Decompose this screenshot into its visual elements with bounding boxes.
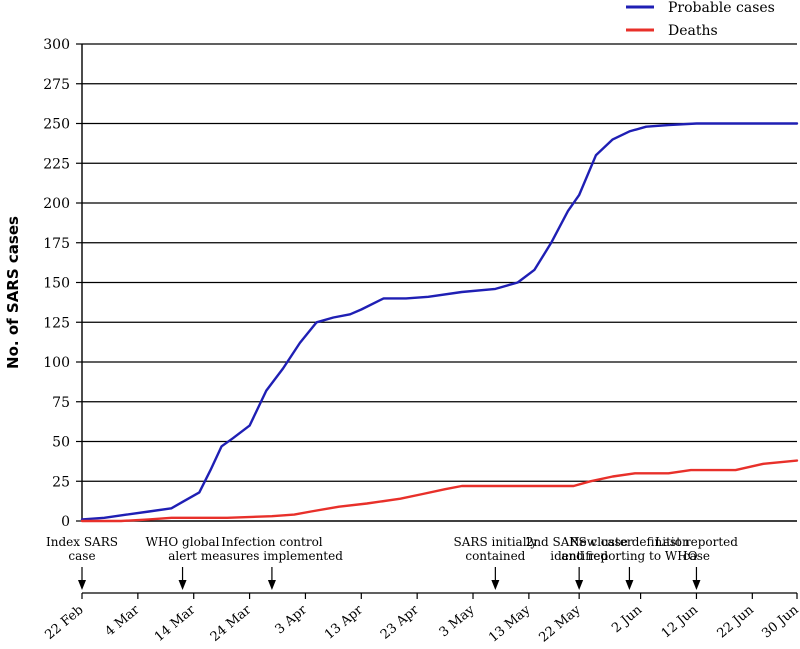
x-tick-label: 13 Apr — [322, 602, 366, 643]
y-tick-label: 150 — [43, 276, 70, 292]
y-tick-label: 25 — [52, 474, 70, 490]
y-tick-label: 250 — [43, 117, 70, 133]
event-label: measures implemented — [201, 549, 343, 563]
y-tick-label: 50 — [52, 435, 70, 451]
event-label: case — [683, 549, 710, 563]
legend-label: Probable cases — [668, 0, 775, 16]
x-tick-label: 2 Jun — [609, 602, 645, 636]
event-label: case — [68, 549, 95, 563]
x-tick-label: 14 Mar — [152, 602, 199, 645]
x-tick-label: 13 May — [486, 602, 534, 645]
event-arrow-head — [625, 580, 634, 590]
x-tick-label: 22 May — [536, 602, 584, 645]
y-tick-label: 0 — [61, 514, 70, 530]
event-arrow-head — [575, 580, 584, 590]
x-tick-label: 12 Jun — [659, 602, 702, 641]
y-tick-label: 225 — [43, 156, 70, 172]
x-tick-label: 4 Mar — [102, 602, 143, 640]
event-label: 2nd SARS cluster — [526, 535, 633, 549]
x-tick-label: 3 May — [437, 602, 478, 640]
x-tick-label: 22 Feb — [42, 603, 86, 643]
y-tick-label: 75 — [52, 395, 70, 411]
event-label: identified — [550, 549, 608, 563]
event-label: Index SARS — [46, 535, 118, 549]
event-label: alert — [168, 549, 197, 563]
x-tick-label: 3 Apr — [273, 602, 311, 637]
event-label: and reporting to WHO — [561, 549, 697, 563]
series-line-probable-cases — [80, 122, 799, 521]
y-tick-label: 100 — [43, 355, 70, 371]
event-label: WHO global — [146, 535, 220, 549]
event-arrow-head — [491, 580, 500, 590]
event-arrow-head — [78, 580, 86, 590]
y-axis-label: No. of SARS cases — [4, 216, 22, 369]
y-tick-label: 175 — [43, 236, 70, 252]
x-tick-label: 24 Mar — [208, 602, 255, 645]
event-arrow-head — [267, 580, 276, 590]
event-label: New case definition — [569, 535, 690, 549]
event-label: Last reported — [655, 535, 738, 549]
event-label: SARS initially — [454, 535, 538, 549]
y-tick-label: 125 — [43, 315, 70, 331]
legend-label: Deaths — [668, 23, 718, 39]
event-label: Infection control — [221, 535, 323, 549]
series-line-deaths — [80, 459, 799, 523]
x-tick-label: 22 Jun — [715, 602, 758, 641]
event-arrow-head — [692, 580, 701, 590]
y-tick-label: 300 — [43, 37, 70, 53]
y-tick-label: 275 — [43, 77, 70, 93]
x-tick-label: 23 Apr — [378, 602, 422, 643]
event-arrow-head — [178, 580, 187, 590]
y-tick-label: 200 — [43, 196, 70, 212]
x-tick-label: 30 Jun — [759, 602, 800, 641]
event-label: contained — [465, 549, 525, 563]
